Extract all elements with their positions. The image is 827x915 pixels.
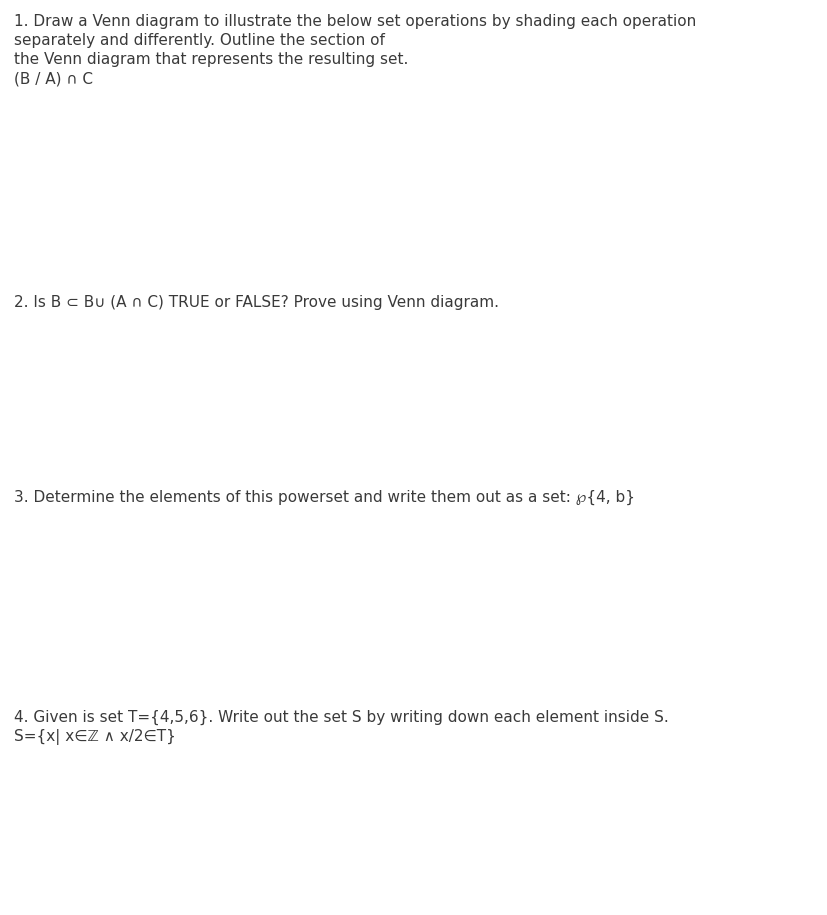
- Text: 2. Is B ⊂ B∪ (A ∩ C) TRUE or FALSE? Prove using Venn diagram.: 2. Is B ⊂ B∪ (A ∩ C) TRUE or FALSE? Prov…: [14, 295, 499, 310]
- Text: the Venn diagram that represents the resulting set.: the Venn diagram that represents the res…: [14, 52, 408, 67]
- Text: separately and differently. Outline the section of: separately and differently. Outline the …: [14, 33, 385, 48]
- Text: (B / A) ∩ C: (B / A) ∩ C: [14, 71, 93, 86]
- Text: 4. Given is set T={4,5,6}. Write out the set S by writing down each element insi: 4. Given is set T={4,5,6}. Write out the…: [14, 710, 668, 726]
- Text: 3. Determine the elements of this powerset and write them out as a set: ℘{4, b}: 3. Determine the elements of this powers…: [14, 490, 634, 505]
- Text: S={x| x∈ℤ ∧ x/2∈T}: S={x| x∈ℤ ∧ x/2∈T}: [14, 729, 175, 745]
- Text: 1. Draw a Venn diagram to illustrate the below set operations by shading each op: 1. Draw a Venn diagram to illustrate the…: [14, 14, 696, 29]
